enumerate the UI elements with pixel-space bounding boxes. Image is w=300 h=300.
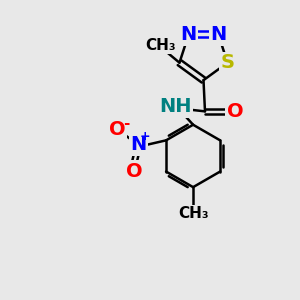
Text: N: N <box>210 25 226 44</box>
Text: S: S <box>220 53 235 72</box>
Text: NH: NH <box>159 98 191 116</box>
Text: N: N <box>130 135 147 154</box>
Text: N: N <box>181 25 197 44</box>
Text: +: + <box>140 130 150 143</box>
Text: CH₃: CH₃ <box>145 38 176 52</box>
Text: CH₃: CH₃ <box>178 206 208 221</box>
Text: O: O <box>126 162 142 181</box>
Text: O: O <box>227 102 244 121</box>
Text: O: O <box>109 120 125 140</box>
Text: -: - <box>123 116 130 130</box>
